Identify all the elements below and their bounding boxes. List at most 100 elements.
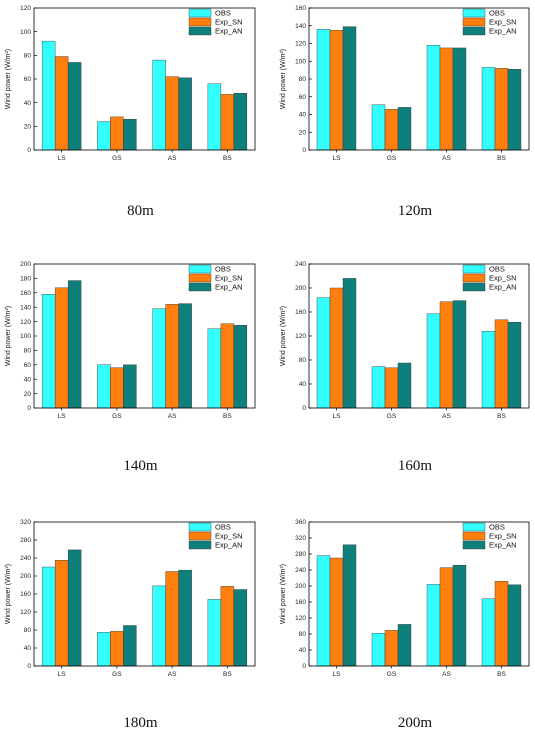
legend-label-exp-sn: Exp_SN bbox=[215, 274, 243, 283]
y-tick-label: 0 bbox=[27, 405, 31, 412]
legend-label-obs: OBS bbox=[215, 265, 231, 274]
bar-exp-sn-ls bbox=[54, 560, 69, 667]
bar-exp-sn-ls bbox=[54, 287, 69, 409]
bar-exp-an-gs bbox=[123, 364, 137, 409]
legend-label-exp-sn: Exp_SN bbox=[215, 532, 243, 541]
x-tick-label-as: AS bbox=[442, 155, 451, 162]
y-tick-label: 200 bbox=[20, 261, 31, 268]
bar-obs-bs bbox=[481, 67, 496, 151]
chart-panel-6: 0 40 80 120 160 200 240 280 320 360 LS GS AS BS Wind p… bbox=[280, 519, 530, 731]
y-tick-label: 100 bbox=[295, 58, 306, 65]
y-tick-label: 280 bbox=[20, 537, 31, 544]
x-tick-label-ls: LS bbox=[333, 671, 342, 678]
bar-obs-ls bbox=[316, 297, 331, 409]
x-tick-label-as: AS bbox=[168, 155, 177, 162]
y-tick-label: 280 bbox=[295, 551, 306, 558]
bar-exp-an-ls bbox=[67, 549, 82, 667]
y-axis-label: Wind power (W/m²) bbox=[280, 49, 287, 109]
bar-exp-sn-gs bbox=[110, 116, 124, 151]
y-tick-label: 40 bbox=[299, 647, 307, 654]
legend-label-exp-an: Exp_AN bbox=[215, 27, 243, 36]
legend-label-obs: OBS bbox=[215, 9, 231, 18]
x-tick-label-ls: LS bbox=[58, 671, 67, 678]
bar-exp-an-bs bbox=[233, 589, 248, 667]
y-tick-label: 140 bbox=[20, 304, 31, 311]
bar-obs-bs bbox=[481, 598, 496, 667]
bar-exp-sn-gs bbox=[110, 631, 124, 667]
y-tick-label: 200 bbox=[295, 583, 306, 590]
x-tick-label-bs: BS bbox=[497, 155, 506, 162]
y-tick-label: 20 bbox=[24, 124, 32, 131]
bar-exp-an-ls bbox=[342, 278, 357, 409]
x-tick-label-ls: LS bbox=[58, 155, 67, 162]
bar-exp-sn-bs bbox=[220, 586, 235, 667]
y-axis-label: Wind power (W/m²) bbox=[280, 564, 287, 624]
legend-swatch-obs bbox=[462, 8, 486, 18]
legend-label-exp-an: Exp_AN bbox=[489, 541, 517, 550]
y-tick-label: 80 bbox=[24, 348, 32, 355]
bar-exp-sn-bs bbox=[494, 68, 509, 151]
x-tick-label-gs: GS bbox=[387, 671, 397, 678]
bar-exp-sn-gs bbox=[110, 367, 124, 409]
bar-obs-bs bbox=[207, 599, 222, 667]
panel-caption: 180m bbox=[123, 715, 158, 731]
y-axis-label: Wind power (W/m²) bbox=[5, 306, 12, 366]
y-tick-label: 60 bbox=[299, 94, 307, 101]
y-tick-label: 80 bbox=[299, 631, 307, 638]
y-tick-label: 240 bbox=[295, 567, 306, 574]
bar-exp-sn-ls bbox=[329, 29, 344, 151]
legend-swatch-exp-sn bbox=[462, 17, 486, 27]
legend-swatch-exp-sn bbox=[462, 531, 486, 541]
bar-exp-an-bs bbox=[507, 322, 522, 409]
bar-exp-an-ls bbox=[342, 544, 357, 667]
legend-label-exp-an: Exp_AN bbox=[489, 27, 517, 36]
x-tick-label-bs: BS bbox=[497, 671, 506, 678]
x-tick-label-bs: BS bbox=[223, 671, 232, 678]
y-tick-label: 160 bbox=[20, 290, 31, 297]
y-tick-label: 160 bbox=[295, 5, 306, 12]
legend-swatch-exp-an bbox=[462, 282, 486, 292]
x-tick-label-gs: GS bbox=[387, 413, 397, 420]
legend-swatch-obs bbox=[188, 8, 212, 18]
y-tick-label: 120 bbox=[20, 319, 31, 326]
y-tick-label: 320 bbox=[295, 535, 306, 542]
bar-exp-sn-ls bbox=[54, 56, 69, 151]
panel-caption: 200m bbox=[398, 715, 433, 731]
y-tick-label: 120 bbox=[20, 609, 31, 616]
bar-exp-sn-gs bbox=[384, 630, 399, 667]
bar-exp-sn-bs bbox=[494, 581, 509, 667]
bar-obs-bs bbox=[207, 83, 222, 151]
legend-swatch-exp-sn bbox=[188, 273, 212, 283]
y-tick-label: 80 bbox=[24, 53, 32, 60]
y-tick-label: 40 bbox=[299, 112, 307, 119]
bar-exp-sn-as bbox=[439, 567, 454, 667]
bar-exp-an-gs bbox=[397, 624, 412, 667]
bar-exp-sn-as bbox=[165, 76, 179, 151]
legend-swatch-obs bbox=[188, 522, 212, 532]
legend-label-obs: OBS bbox=[215, 523, 231, 532]
bar-exp-sn-ls bbox=[329, 287, 344, 409]
y-tick-label: 120 bbox=[295, 41, 306, 48]
bar-obs-bs bbox=[207, 328, 222, 409]
y-tick-label: 120 bbox=[295, 333, 306, 340]
chart-panel-3: 0 20 40 60 80 100 120 140 160 180 200 LS GS AS BS Wind … bbox=[5, 261, 256, 474]
bar-obs-ls bbox=[41, 566, 56, 667]
y-tick-label: 160 bbox=[295, 309, 306, 316]
bar-exp-sn-bs bbox=[220, 323, 235, 409]
y-tick-label: 40 bbox=[24, 100, 32, 107]
x-tick-label-ls: LS bbox=[58, 413, 67, 420]
x-tick-label-as: AS bbox=[168, 671, 177, 678]
legend-label-exp-sn: Exp_SN bbox=[215, 18, 243, 27]
panel-caption: 160m bbox=[398, 458, 433, 474]
legend-label-exp-sn: Exp_SN bbox=[489, 18, 517, 27]
chart-panel-2: 0 20 40 60 80 100 120 140 160 LS GS AS BS Wind power … bbox=[280, 5, 530, 219]
bar-exp-an-gs bbox=[397, 107, 412, 151]
y-tick-label: 240 bbox=[20, 555, 31, 562]
legend-swatch-exp-sn bbox=[462, 273, 486, 283]
legend-label-exp-sn: Exp_SN bbox=[489, 532, 517, 541]
bar-obs-ls bbox=[41, 294, 56, 409]
y-tick-label: 180 bbox=[20, 276, 31, 283]
chart-panel-4: 0 40 80 120 160 200 240 LS GS AS BS Wind power (W/m… bbox=[280, 261, 530, 474]
y-tick-label: 60 bbox=[24, 76, 32, 83]
bar-obs-gs bbox=[97, 632, 111, 667]
